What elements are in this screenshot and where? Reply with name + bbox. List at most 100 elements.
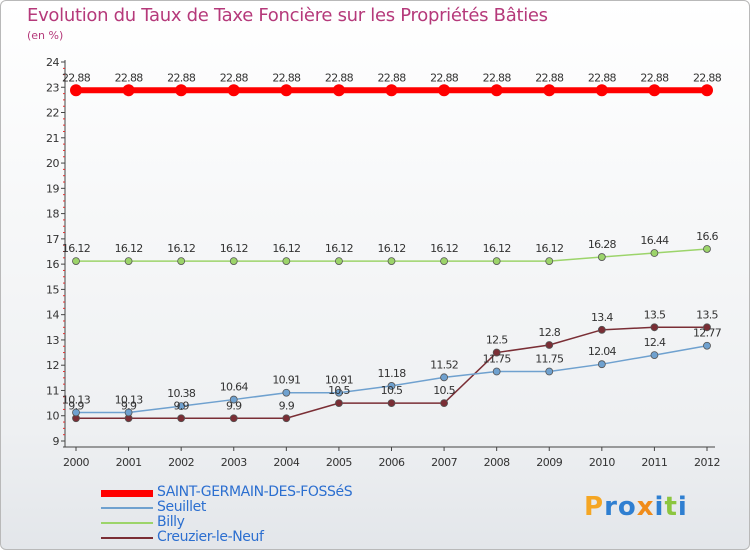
- x-tick-label: 2010: [589, 456, 615, 469]
- data-point: [122, 84, 135, 97]
- data-label: 16.12: [220, 242, 248, 255]
- data-label: 9.9: [226, 399, 242, 412]
- data-label: 11.75: [535, 353, 564, 366]
- data-point: [335, 257, 343, 266]
- data-label: 16.12: [62, 242, 90, 255]
- data-label: 22.88: [115, 71, 144, 84]
- y-tick-label: 18: [46, 208, 59, 221]
- data-label: 16.12: [325, 242, 353, 255]
- data-point: [124, 257, 133, 266]
- data-label: 22.88: [220, 71, 249, 84]
- legend-swatch: [101, 522, 153, 524]
- data-label: 16.6: [696, 230, 718, 243]
- data-point: [543, 84, 556, 97]
- data-label: 10.91: [272, 374, 300, 387]
- x-tick-label: 2006: [379, 456, 405, 469]
- y-tick-label: 10: [46, 410, 59, 423]
- legend-label: Creuzier-le-Neuf: [157, 529, 264, 545]
- legend-label: Billy: [157, 514, 185, 530]
- legend-label: SAINT-GERMAIN-DES-FOSSéS: [157, 484, 353, 500]
- data-point: [229, 257, 238, 266]
- data-point: [227, 84, 240, 97]
- legend-label: Seuillet: [157, 499, 206, 515]
- logo-letter: o: [617, 492, 637, 522]
- data-point: [72, 257, 80, 266]
- data-label: 22.88: [430, 71, 459, 84]
- data-point: [703, 323, 711, 332]
- data-label: 10.91: [325, 374, 353, 387]
- data-point: [650, 249, 659, 257]
- data-point: [597, 360, 606, 369]
- data-label: 12.5: [486, 334, 508, 347]
- chart-title: Evolution du Taux de Taxe Foncière sur l…: [27, 5, 548, 26]
- data-point: [650, 323, 659, 332]
- data-label: 22.88: [325, 71, 354, 84]
- x-tick-label: 2009: [536, 456, 562, 469]
- data-point: [703, 341, 711, 350]
- legend-swatch: [101, 489, 153, 497]
- data-point: [387, 382, 396, 390]
- data-point: [595, 84, 608, 97]
- data-point: [490, 84, 503, 97]
- x-tick-label: 2008: [484, 456, 510, 469]
- data-point: [387, 257, 396, 266]
- y-tick-label: 21: [46, 132, 59, 145]
- data-label: 16.12: [535, 242, 563, 255]
- data-label: 22.88: [272, 71, 301, 84]
- logo-letter: i: [677, 492, 688, 522]
- y-tick-label: 13: [46, 334, 59, 347]
- proxiti-logo: Proxiti: [584, 492, 688, 522]
- y-tick-label: 15: [46, 283, 59, 296]
- data-point: [177, 402, 186, 411]
- data-label: 22.88: [693, 71, 722, 84]
- data-label: 9.9: [173, 399, 189, 412]
- data-point: [703, 245, 711, 253]
- data-point: [335, 399, 343, 408]
- data-label: 16.28: [588, 238, 617, 251]
- axes: 9 10 11 12 13 14 15 16 17 18 19 20 21 22 23 24 2000 2001 2…: [46, 56, 721, 469]
- y-tick-label: 23: [46, 81, 59, 94]
- data-label: 13.4: [591, 311, 613, 324]
- data-point: [438, 84, 451, 97]
- data-point: [492, 348, 501, 357]
- logo-letter: x: [636, 492, 655, 522]
- data-point: [545, 367, 554, 376]
- y-tick-label: 14: [46, 309, 59, 322]
- data-point: [650, 351, 659, 359]
- data-point: [492, 367, 501, 376]
- y-tick-label: 9: [53, 435, 60, 448]
- data-point: [282, 414, 291, 423]
- data-label: 9.9: [279, 399, 295, 412]
- data-label: 12.4: [644, 336, 666, 349]
- data-point: [492, 257, 501, 266]
- logo-letter: r: [604, 492, 618, 522]
- data-label: 10.38: [167, 387, 196, 400]
- data-label: 11.75: [483, 353, 512, 366]
- data-point: [177, 257, 186, 266]
- data-point: [385, 84, 398, 97]
- data-label: 22.88: [640, 71, 669, 84]
- data-point: [72, 408, 80, 417]
- data-label: 16.12: [483, 242, 511, 255]
- data-label: 22.88: [62, 71, 91, 84]
- data-label: 10.13: [115, 393, 144, 406]
- data-label: 10.5: [433, 384, 455, 397]
- data-point: [124, 408, 133, 417]
- series-layer: 22.88 22.88 22.88 22.88 22.88 22.88 22.88 22.88…: [62, 71, 722, 423]
- data-point: [280, 84, 293, 97]
- data-point: [648, 84, 661, 97]
- data-point: [440, 399, 448, 408]
- y-tick-label: 24: [46, 56, 59, 69]
- data-label: 10.5: [328, 384, 350, 397]
- data-label: 11.18: [378, 367, 407, 380]
- y-tick-label: 19: [46, 182, 59, 195]
- logo-letter: P: [584, 492, 605, 522]
- y-axis-unit-label: (en %): [27, 29, 64, 42]
- data-label: 22.88: [483, 71, 512, 84]
- data-label: 10.5: [381, 384, 403, 397]
- data-label: 22.88: [167, 71, 196, 84]
- data-point: [282, 388, 291, 397]
- data-point: [597, 325, 606, 334]
- data-label: 12.04: [588, 345, 617, 358]
